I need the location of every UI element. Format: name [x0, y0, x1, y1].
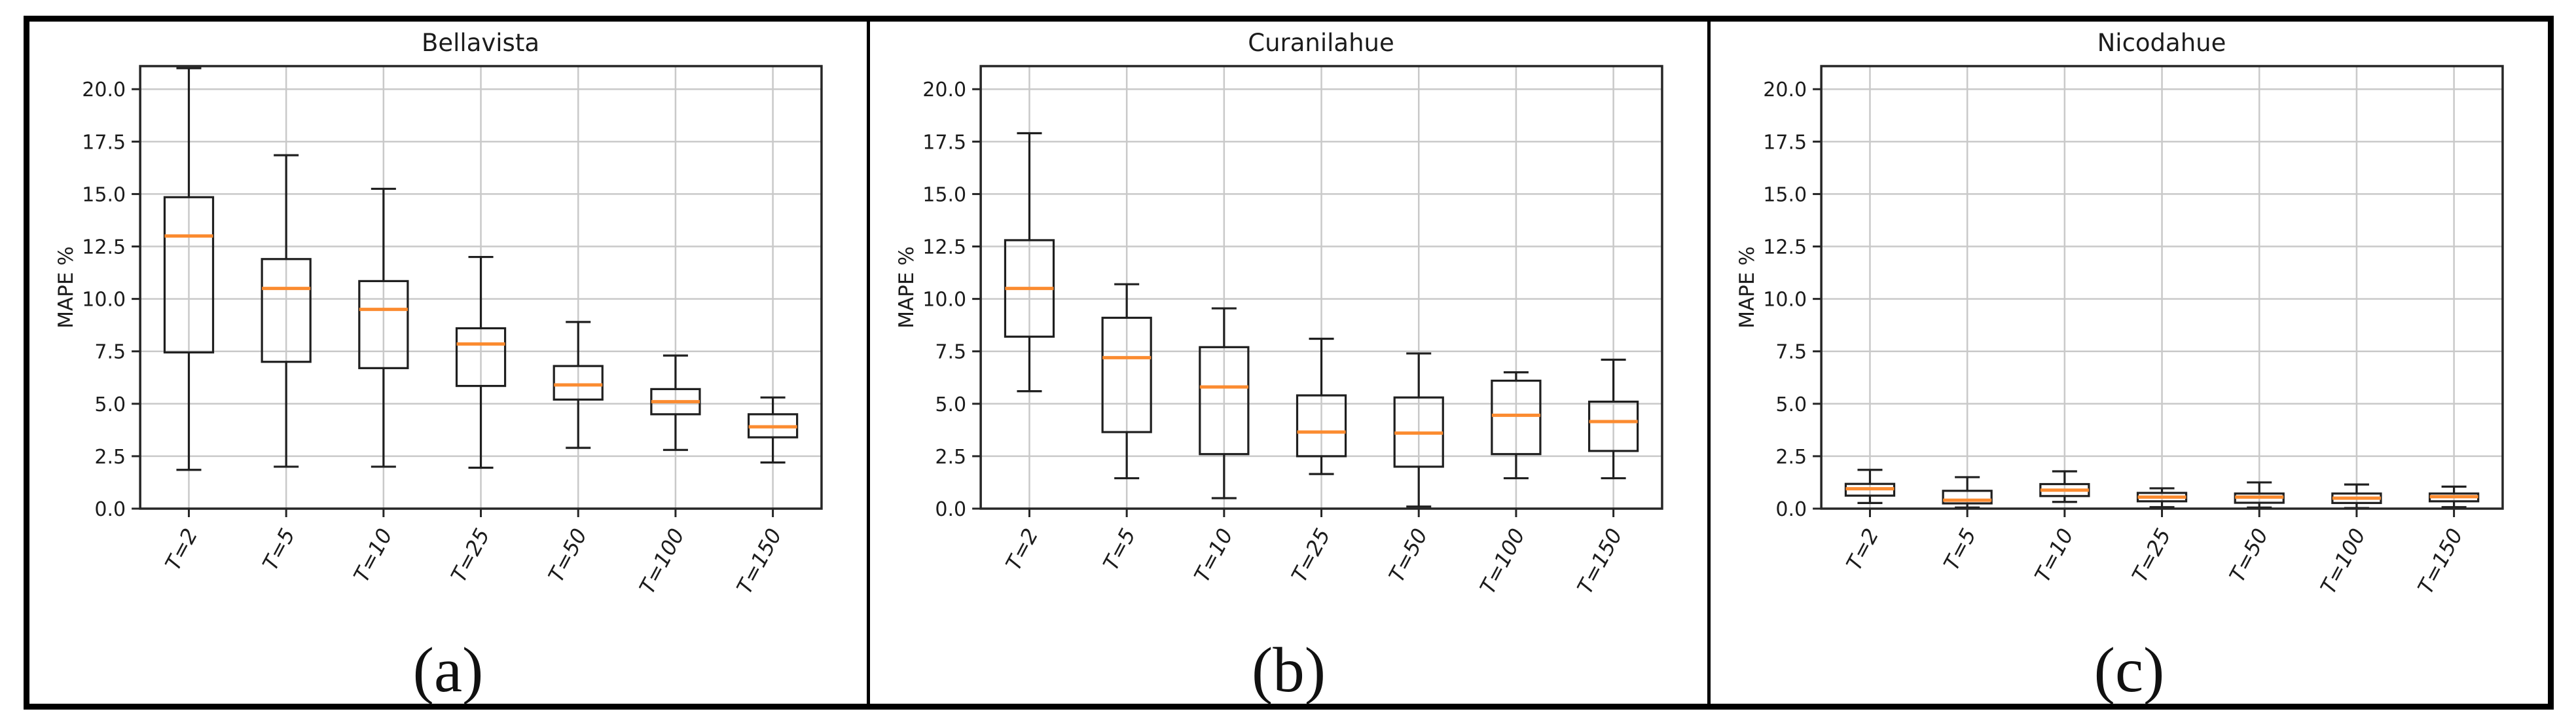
boxplot-svg-bellavista: 0.0 2.5 5.0 7.5 10.0 12.5 15.0 17.5 20.0 T=2 T=5 T=…	[54, 65, 823, 598]
boxplot-svg-nicodahue: 0.0 2.5 5.0 7.5 10.0 12.5 15.0 17.5 20.0 T=2 T=5 T=…	[1735, 65, 2504, 598]
svg-text:2.5: 2.5	[1775, 446, 1807, 469]
svg-text:10.0: 10.0	[82, 289, 126, 312]
svg-text:T=25: T=25	[2127, 524, 2175, 587]
svg-text:T=2: T=2	[1841, 524, 1884, 575]
figure-frame: Bellavista 0.0 2.5 5.0 7.5 10.0 12.5 15.0 17.5 2…	[24, 16, 2554, 710]
svg-text:T=50: T=50	[2224, 524, 2273, 587]
svg-text:0.0: 0.0	[94, 498, 126, 521]
svg-text:7.5: 7.5	[935, 341, 966, 364]
panel-label-c: (c)	[2094, 635, 2165, 705]
svg-text:T=25: T=25	[1286, 524, 1335, 587]
panel-curanilahue: Curanilahue 0.0 2.5 5.0 7.5 10.0 12.5 15.0 17.5…	[870, 22, 1707, 704]
svg-text:T=50: T=50	[1384, 524, 1432, 587]
panel-bellavista: Bellavista 0.0 2.5 5.0 7.5 10.0 12.5 15.0 17.5 2…	[29, 22, 867, 704]
panel-nicodahue: Nicodahue 0.0 2.5 5.0 7.5 10.0 12.5 15.0 17.5 20…	[1711, 22, 2548, 704]
svg-text:T=2: T=2	[1001, 524, 1043, 575]
svg-text:12.5: 12.5	[922, 236, 966, 259]
svg-text:2.5: 2.5	[94, 446, 126, 469]
panel-label-a: (a)	[412, 635, 484, 705]
svg-text:T=150: T=150	[732, 524, 787, 598]
svg-text:5.0: 5.0	[94, 393, 126, 416]
svg-text:5.0: 5.0	[1775, 393, 1807, 416]
svg-text:T=100: T=100	[2315, 524, 2370, 598]
svg-text:20.0: 20.0	[82, 79, 126, 101]
svg-text:T=150: T=150	[2413, 524, 2468, 598]
svg-text:7.5: 7.5	[94, 341, 126, 364]
svg-text:T=5: T=5	[257, 524, 300, 575]
panel-label-b: (b)	[1251, 635, 1326, 705]
plot-title: Curanilahue	[1248, 29, 1394, 57]
svg-text:T=150: T=150	[1572, 524, 1627, 598]
svg-text:MAPE %: MAPE %	[1735, 246, 1759, 328]
svg-text:17.5: 17.5	[1763, 131, 1807, 154]
svg-text:T=50: T=50	[543, 524, 592, 587]
svg-text:15.0: 15.0	[82, 183, 126, 206]
svg-text:17.5: 17.5	[82, 131, 126, 154]
svg-text:T=100: T=100	[634, 524, 689, 598]
svg-text:0.0: 0.0	[1775, 498, 1807, 521]
svg-text:T=100: T=100	[1475, 524, 1530, 598]
svg-text:MAPE %: MAPE %	[895, 246, 918, 328]
svg-text:T=25: T=25	[446, 524, 494, 587]
svg-text:15.0: 15.0	[1763, 183, 1807, 206]
plot-title: Bellavista	[421, 29, 539, 57]
svg-text:10.0: 10.0	[922, 289, 966, 312]
svg-text:12.5: 12.5	[1763, 236, 1807, 259]
boxplot-svg-curanilahue: 0.0 2.5 5.0 7.5 10.0 12.5 15.0 17.5 20.0 T=2 T=5 T=…	[895, 65, 1663, 598]
svg-text:20.0: 20.0	[1763, 79, 1807, 101]
svg-text:20.0: 20.0	[922, 79, 966, 101]
svg-text:T=10: T=10	[1189, 524, 1237, 587]
svg-text:5.0: 5.0	[935, 393, 966, 416]
svg-text:T=5: T=5	[1938, 524, 1981, 575]
svg-text:15.0: 15.0	[922, 183, 966, 206]
svg-text:2.5: 2.5	[935, 446, 966, 469]
plot-title: Nicodahue	[2097, 29, 2226, 57]
svg-text:T=10: T=10	[348, 524, 397, 587]
panel-divider	[1707, 22, 1711, 704]
svg-text:MAPE %: MAPE %	[54, 246, 78, 328]
svg-text:T=2: T=2	[160, 524, 203, 575]
svg-text:7.5: 7.5	[1775, 341, 1807, 364]
svg-text:0.0: 0.0	[935, 498, 966, 521]
svg-text:10.0: 10.0	[1763, 289, 1807, 312]
panel-divider	[867, 22, 870, 704]
svg-text:17.5: 17.5	[922, 131, 966, 154]
svg-text:T=10: T=10	[2029, 524, 2078, 587]
svg-text:T=5: T=5	[1098, 524, 1140, 575]
svg-text:12.5: 12.5	[82, 236, 126, 259]
